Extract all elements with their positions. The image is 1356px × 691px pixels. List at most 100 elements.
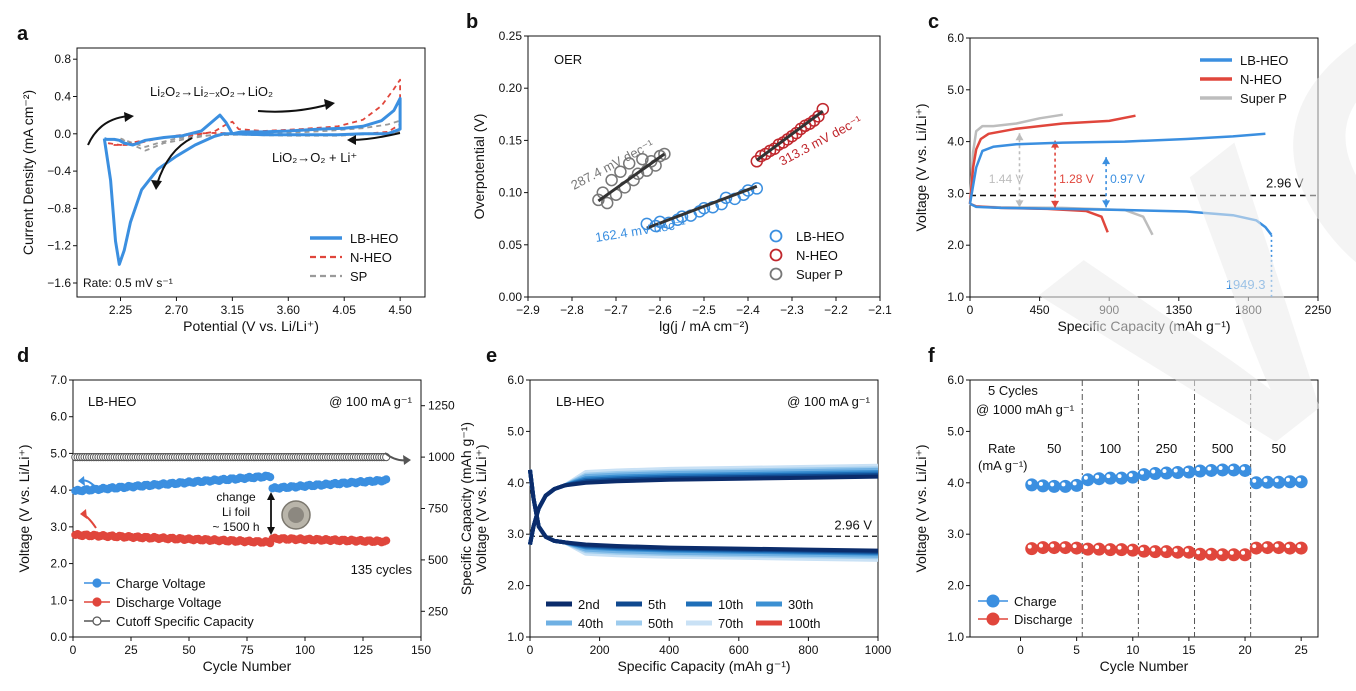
data-point-f-discharge — [1159, 545, 1173, 559]
x-tick-label-b: −2.3 — [780, 303, 804, 317]
panel-letter-e: e — [486, 345, 497, 367]
x-tick-label-e: 200 — [590, 643, 610, 657]
y-tick-label-c: 4.0 — [947, 135, 964, 149]
data-point-highlight-f-charge — [1162, 469, 1167, 474]
data-point-f-charge — [1216, 463, 1230, 477]
y-tick-label-e: 6.0 — [507, 373, 524, 387]
y-tick-label-c: 5.0 — [947, 83, 964, 97]
data-point-highlight-f-discharge — [1128, 546, 1133, 551]
rate-label-f: 100 — [1099, 441, 1121, 456]
polarization-arrow-bottom-c-lb-heo — [1102, 200, 1111, 208]
axes-frame-f — [969, 379, 1319, 638]
x-tick-label-f: 0 — [1017, 643, 1024, 657]
data-point-f-discharge — [1148, 545, 1162, 559]
data-point-highlight-f-discharge — [1162, 547, 1167, 552]
legend-label-d-discharge-voltage: Discharge Voltage — [116, 595, 222, 610]
data-point-f-discharge — [1081, 542, 1095, 556]
y2-tick-label-d: 1000 — [428, 450, 455, 464]
x-tick-label-f: 5 — [1073, 643, 1080, 657]
data-point-f-charge — [1171, 466, 1185, 480]
y-tick-label-c: 6.0 — [947, 31, 964, 45]
data-point-highlight-f-charge — [1196, 466, 1201, 471]
data-point-f-discharge — [1171, 545, 1185, 559]
polarization-arrow-top-c-lb-heo — [1102, 157, 1111, 165]
y-tick-label-f: 4.0 — [947, 476, 964, 490]
y-tick-label-d: 5.0 — [50, 446, 67, 460]
data-point-f-discharge — [1283, 541, 1297, 555]
x-tick-label-b: −2.7 — [604, 303, 628, 317]
x-axis-label-b: lg(j / mA cm⁻²) — [659, 318, 749, 334]
data-point-b-super-p — [622, 157, 636, 170]
data-point-highlight-f-discharge — [1117, 545, 1122, 550]
x-tick-label-a: 3.15 — [221, 303, 245, 317]
charge-curve-e-2nd — [528, 474, 879, 545]
y-tick-label-a: 0.4 — [54, 89, 71, 103]
data-point-b-super-p — [600, 196, 614, 210]
y-tick-label-f: 6.0 — [947, 373, 964, 387]
data-point-f-discharge — [1115, 543, 1129, 557]
x-tick-label-e: 800 — [798, 643, 818, 657]
data-point-f-charge — [1260, 475, 1274, 489]
data-point-highlight-f-charge — [1050, 482, 1055, 487]
y-axis-label-a: Current Density (mA cm⁻²) — [20, 90, 36, 255]
annotation-135-cycles: 135 cycles — [351, 562, 413, 577]
annotation-arrow-up — [267, 492, 275, 500]
data-point-highlight-f-discharge — [1196, 550, 1201, 555]
data-point-f-charge — [1081, 473, 1095, 487]
data-point-highlight-f-charge — [1252, 478, 1257, 483]
x-tick-label-d: 25 — [124, 643, 138, 657]
data-point-f-charge — [1227, 463, 1241, 477]
li-foil-photo-center — [288, 507, 304, 523]
data-point-b-super-p — [592, 193, 605, 207]
panel-letter-d: d — [17, 345, 29, 367]
axes-frame-a — [76, 47, 426, 298]
data-point-f-charge — [1238, 463, 1252, 477]
data-point-highlight-f-discharge — [1038, 543, 1043, 548]
x-tick-label-a: 4.05 — [333, 303, 357, 317]
annotation-1500h: ~ 1500 h — [212, 520, 259, 534]
data-point-highlight-f-discharge — [1140, 547, 1144, 552]
legend-label-a-sp: SP — [350, 269, 367, 284]
arrow-head-a-4 — [151, 180, 162, 190]
data-point-f-discharge — [1036, 541, 1050, 555]
x-tick-label-d: 150 — [411, 643, 431, 657]
data-point-highlight-f-charge — [1106, 474, 1111, 479]
legend-label-e-100th: 100th — [788, 616, 821, 631]
y-axis-label-b: Overpotential (V) — [471, 114, 487, 220]
data-point-highlight-f-discharge — [1106, 545, 1111, 550]
data-point-f-charge — [1047, 479, 1061, 493]
y-tick-label-b: 0.25 — [499, 29, 523, 43]
data-point-b-super-p — [605, 173, 618, 187]
data-point-highlight-f-discharge — [1285, 544, 1290, 549]
y-tick-label-d: 2.0 — [50, 557, 67, 571]
legend-label-e-2nd: 2nd — [578, 597, 600, 612]
data-point-f-charge — [1204, 463, 1218, 477]
panel-title-d: LB-HEO — [88, 394, 136, 409]
annotation-arrow-down — [267, 527, 275, 535]
arrow-a-4 — [156, 137, 193, 185]
y-tick-label-c: 1.0 — [947, 290, 964, 304]
rate-unit-f: (mA g⁻¹) — [978, 458, 1027, 473]
data-point-b-n-heo — [816, 102, 830, 116]
annotation-rate: Rate: 0.5 mV s⁻¹ — [83, 276, 173, 290]
y-axis-label-c: Voltage (V vs. Li/Li⁺) — [913, 103, 929, 231]
x-tick-label-c: 1800 — [1235, 303, 1262, 317]
data-point-b-lb-heo — [719, 191, 733, 205]
data-point-highlight-f-discharge — [1151, 547, 1156, 552]
data-point-f-charge — [1249, 476, 1263, 490]
y-tick-label-e: 1.0 — [507, 630, 524, 644]
x-tick-label-b: −2.4 — [736, 303, 760, 317]
data-point-f-discharge — [1058, 541, 1072, 555]
y2-axis-label-d: Specific Capacity (mAh g⁻¹) — [458, 422, 474, 595]
y2-tick-label-d: 1250 — [428, 399, 455, 413]
legend-label-e-50th: 50th — [648, 616, 673, 631]
charge-curve-c-super-p — [968, 113, 1063, 204]
data-point-f-charge — [1058, 479, 1072, 493]
data-point-highlight-f-discharge — [1027, 544, 1032, 549]
y-tick-label-a: −1.2 — [47, 239, 71, 253]
arrow-a-2 — [257, 103, 331, 113]
legend-label-d-charge-voltage: Charge Voltage — [116, 576, 206, 591]
x-tick-label-a: 2.70 — [165, 303, 189, 317]
y-tick-label-a: −0.4 — [47, 164, 71, 178]
data-point-highlight-f-charge — [1218, 465, 1223, 470]
